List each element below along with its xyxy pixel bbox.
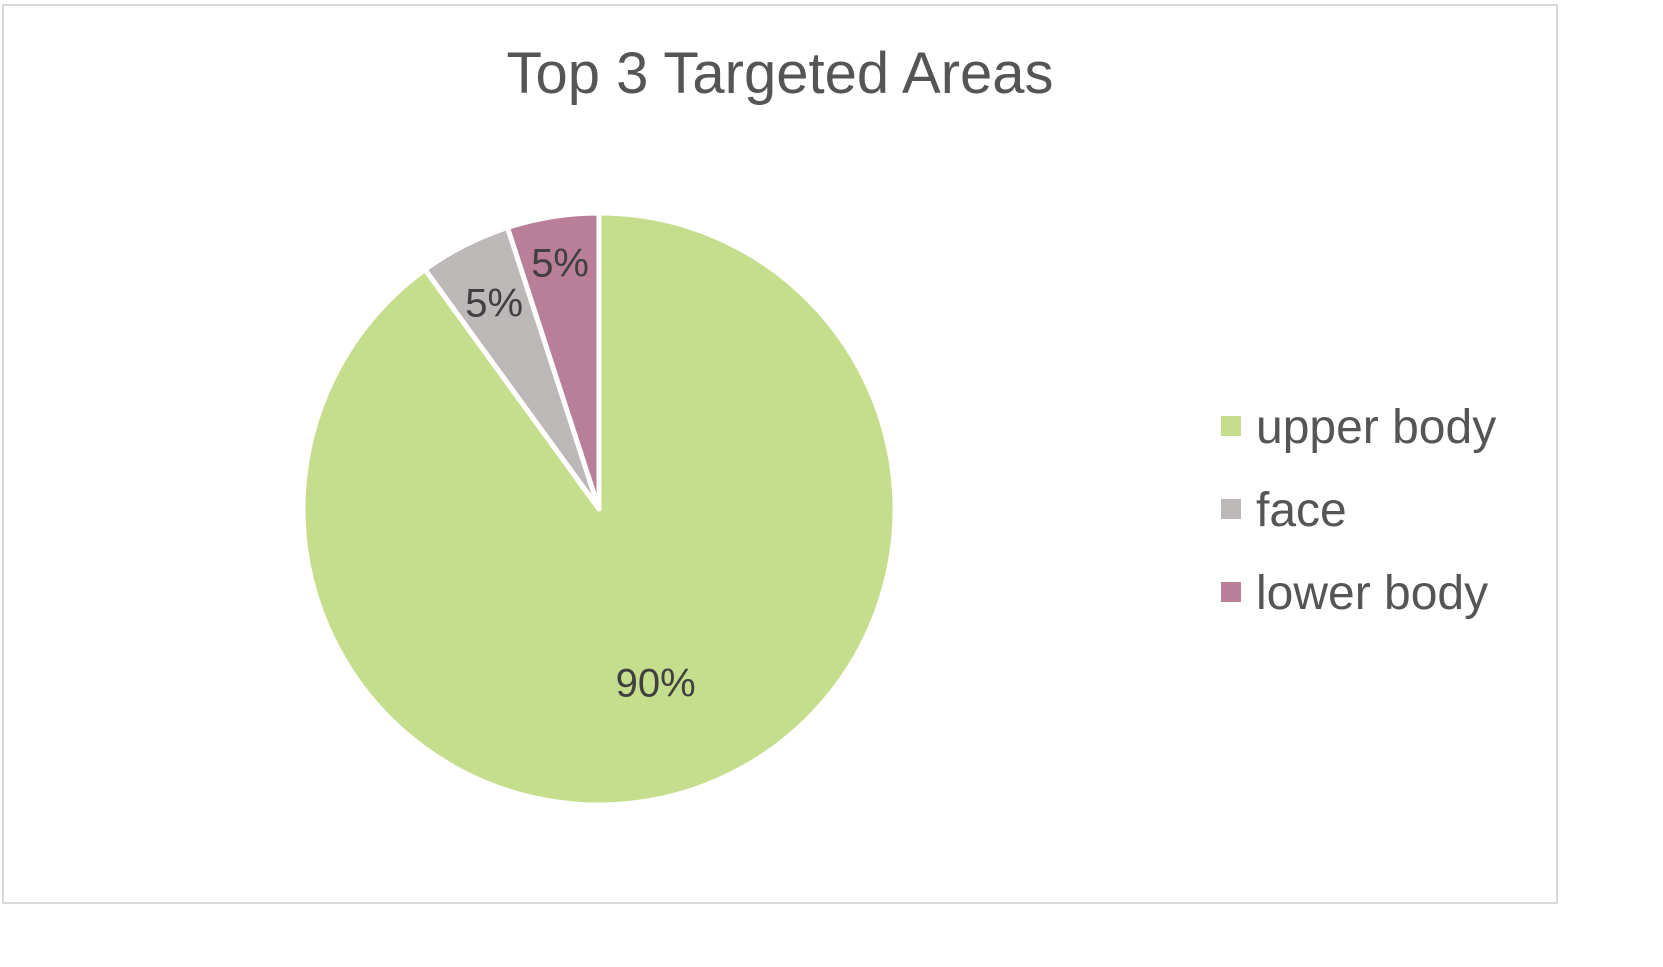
legend: upper body face lower body [1221, 401, 1496, 620]
data-label-upper-body: 90% [616, 662, 696, 706]
pie-slice-lower-body [505, 210, 602, 512]
legend-swatch-lower-body [1221, 582, 1241, 602]
legend-label-face: face [1256, 484, 1347, 537]
legend-swatch-face [1221, 499, 1241, 519]
data-label-lower-body: 5% [531, 241, 589, 285]
data-label-face: 5% [465, 281, 523, 325]
data-labels: 90% 5%5% [465, 241, 695, 705]
legend-label-upper-body: upper body [1256, 401, 1496, 454]
pie-slices [300, 210, 898, 808]
chart-title: Top 3 Targeted Areas [506, 41, 1053, 106]
legend-swatch-upper-body [1221, 416, 1241, 436]
legend-label-lower-body: lower body [1256, 567, 1488, 620]
